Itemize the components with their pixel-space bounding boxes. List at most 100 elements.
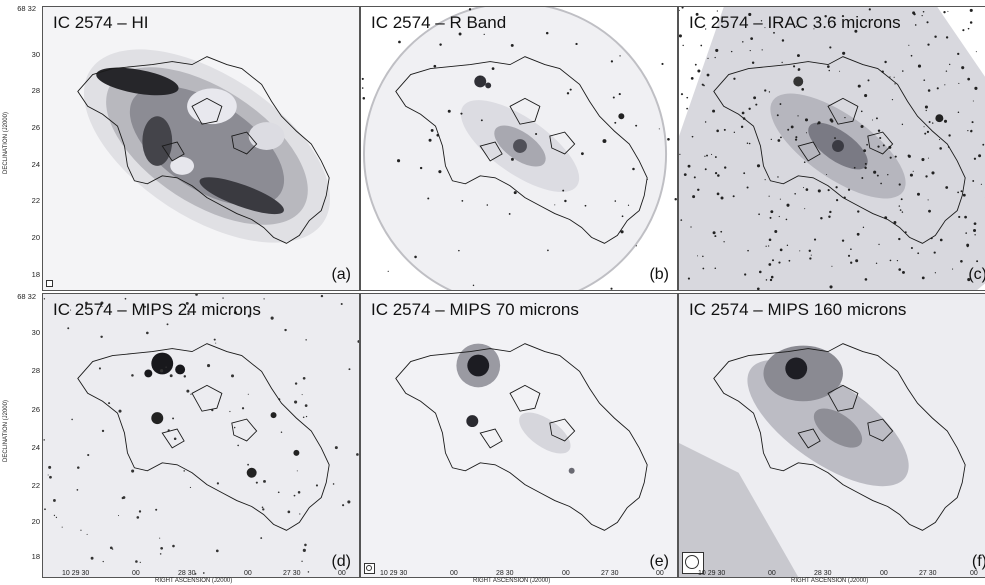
star-point [301,560,303,563]
x-tick: 28 30 [178,570,196,577]
star-point [829,285,833,289]
star-point [879,136,882,140]
star-point [770,210,774,214]
star-point [826,173,828,176]
star-point [255,481,258,484]
star-point [131,469,135,473]
y-tick: 26 [31,405,40,414]
star-point [744,273,747,276]
star-point [294,382,298,385]
y-tick: 24 [31,160,40,169]
star-point [165,366,167,368]
star-point [945,36,949,39]
star-point [122,496,126,499]
star-point [931,171,935,175]
y-tick: 30 [31,50,40,59]
star-point [704,168,707,171]
star-point [967,27,970,30]
star-point [513,191,517,195]
star-point [877,145,880,148]
panel-tag: (b) [649,266,669,283]
star-point [702,255,704,258]
star-point [169,374,173,378]
star-point [778,215,780,218]
star-point [931,122,934,124]
star-point [742,41,744,43]
panel-irac: IC 2574 – IRAC 3.6 microns (c) [678,6,985,291]
star-point [690,226,692,228]
star-point [927,89,931,92]
star-point [320,294,324,298]
star-point [973,157,977,160]
star-point [768,195,770,197]
star-point [143,305,147,308]
star-point [215,549,219,553]
star-point [117,514,120,517]
star-point [927,43,930,46]
star-point [769,216,772,219]
star-point [896,259,899,262]
star-point [860,110,863,113]
star-point [618,93,621,96]
star-point [43,439,45,441]
star-point [186,389,190,393]
star-point [962,193,966,197]
y-tick: 24 [31,443,40,452]
star-point [788,259,791,262]
star-point [945,70,948,72]
star-point [332,483,335,485]
star-point [627,204,630,206]
star-point [780,136,782,139]
y-tick: 30 [31,328,40,337]
star-point [834,23,837,26]
star-point [584,204,587,207]
star-point [960,260,963,263]
star-point [414,255,417,259]
star-point [428,138,432,142]
x-tick: 00 [970,570,978,577]
star-point [159,537,161,539]
star-point [247,463,249,466]
star-point [842,51,846,55]
star-point [714,235,717,238]
star-point [894,83,896,85]
star-point [909,173,913,177]
star-point [764,179,766,181]
star-point [900,198,903,201]
star-point [836,199,839,202]
x-tick: 10 29 30 [62,570,90,577]
star-point [947,10,949,12]
star-point [898,268,902,271]
star-point [693,176,696,179]
star-point [925,175,928,178]
star-point [834,137,836,139]
star-point [778,261,781,264]
star-point [761,49,763,51]
star-point [939,139,941,141]
star-point [135,560,138,563]
star-point [921,15,923,17]
star-point [799,250,801,252]
star-point [746,186,749,189]
star-point [969,8,973,12]
star-point [302,376,306,380]
panel-tag: (f) [971,553,985,570]
star-point [748,107,751,110]
star-point [231,374,235,378]
mips24-image [43,294,359,577]
star-point [907,154,911,158]
star-point [195,294,198,296]
star-point [263,298,265,300]
star-point [792,65,796,68]
star-point [356,453,359,456]
star-point [545,31,549,35]
star-point [797,115,799,117]
star-point [864,94,868,98]
star-point [974,86,978,90]
star-point [508,213,511,215]
star-point [621,215,624,218]
panel-tag: (a) [331,266,351,283]
star-point [741,111,745,115]
star-point [233,426,236,429]
star-point [926,21,929,24]
